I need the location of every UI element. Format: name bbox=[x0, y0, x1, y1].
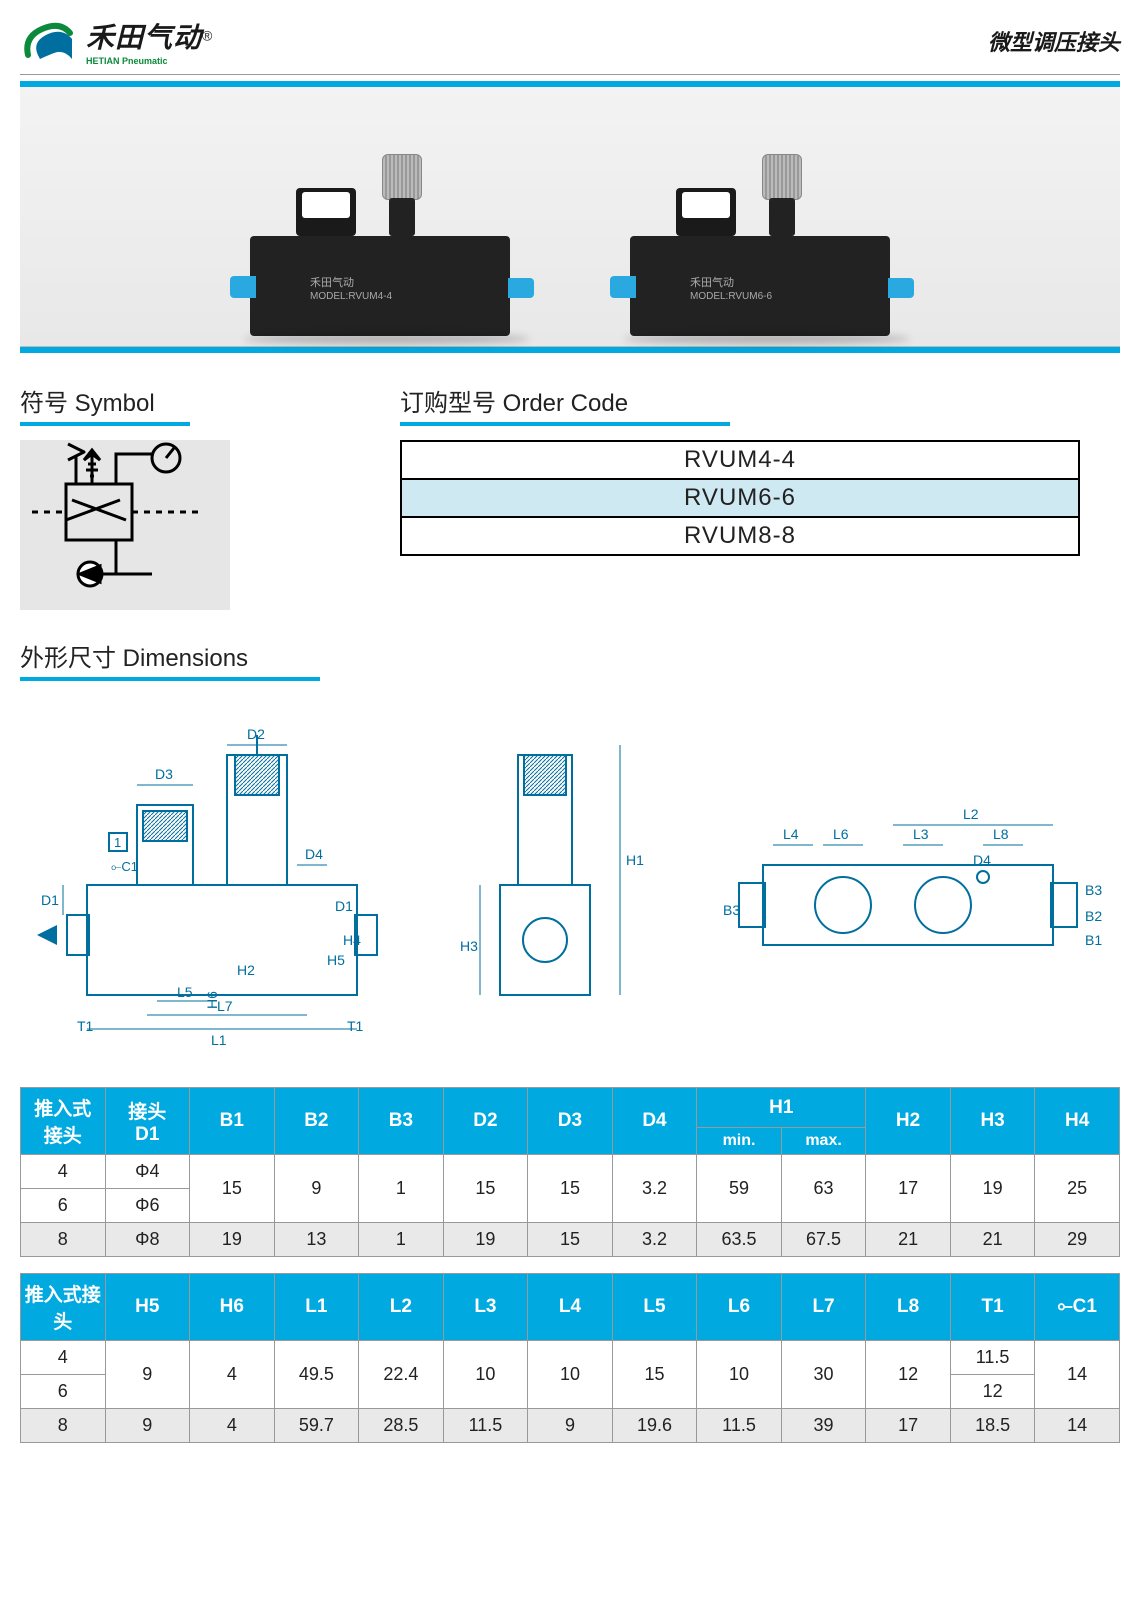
product-photo-a: 禾田气动 MODEL:RVUM4-4 bbox=[230, 146, 530, 346]
svg-text:1: 1 bbox=[114, 835, 121, 850]
svg-text:D4: D4 bbox=[305, 846, 323, 862]
col-header: 推入式接头 bbox=[21, 1088, 106, 1155]
svg-text:H3: H3 bbox=[460, 938, 478, 954]
order-code-row: RVUM8-8 bbox=[401, 517, 1079, 555]
col-header: H6 bbox=[190, 1274, 275, 1341]
col-header: D4 bbox=[612, 1088, 697, 1155]
svg-text:D2: D2 bbox=[247, 726, 265, 742]
col-header: 推入式接头 bbox=[21, 1274, 106, 1341]
svg-text:B2: B2 bbox=[1085, 908, 1102, 924]
brand-name-en: HETIAN Pneumatic bbox=[86, 56, 212, 66]
svg-text:L2: L2 bbox=[963, 806, 979, 822]
svg-text:H6: H6 bbox=[204, 991, 220, 1009]
col-subheader: max. bbox=[781, 1128, 866, 1155]
dimension-top-view: L2 L4 L6 L3 L8 D4 B3 B3 B2 B1 bbox=[693, 765, 1113, 1005]
col-header: H5 bbox=[105, 1274, 190, 1341]
svg-text:L6: L6 bbox=[833, 826, 849, 842]
svg-text:H2: H2 bbox=[237, 962, 255, 978]
svg-text:L5: L5 bbox=[177, 984, 193, 1000]
col-header: L5 bbox=[612, 1274, 697, 1341]
product-brand-label: 禾田气动 bbox=[690, 276, 772, 290]
dimension-drawings: D3 D2 D4 D1 L1 L7 L5 T1 T1 H2 H6 H5 H4 D… bbox=[20, 695, 1120, 1075]
svg-text:L1: L1 bbox=[211, 1032, 227, 1048]
svg-text:D1: D1 bbox=[335, 898, 353, 914]
section-title-dimensions: 外形尺寸 Dimensions bbox=[20, 638, 1120, 673]
col-header: 接头D1 bbox=[105, 1088, 190, 1155]
svg-text:L4: L4 bbox=[783, 826, 799, 842]
svg-text:L3: L3 bbox=[913, 826, 929, 842]
order-code-row: RVUM4-4 bbox=[401, 441, 1079, 479]
logo-icon bbox=[20, 19, 76, 63]
col-header: ⟜C1 bbox=[1035, 1274, 1120, 1341]
section-title-symbol: 符号 Symbol bbox=[20, 383, 350, 418]
col-header: H2 bbox=[866, 1088, 951, 1155]
logo-block: 禾田气动® HETIAN Pneumatic bbox=[20, 16, 212, 66]
svg-text:T1: T1 bbox=[347, 1018, 364, 1034]
product-model-b: MODEL:RVUM6-6 bbox=[690, 290, 772, 303]
svg-text:L8: L8 bbox=[993, 826, 1009, 842]
col-subheader: min. bbox=[697, 1128, 782, 1155]
col-header: H4 bbox=[1035, 1088, 1120, 1155]
svg-text:D4: D4 bbox=[973, 852, 991, 868]
product-model-a: MODEL:RVUM4-4 bbox=[310, 290, 392, 303]
svg-text:B3: B3 bbox=[723, 902, 740, 918]
svg-text:T1: T1 bbox=[77, 1018, 94, 1034]
col-header: L8 bbox=[866, 1274, 951, 1341]
dimension-front-view: D3 D2 D4 D1 L1 L7 L5 T1 T1 H2 H6 H5 H4 D… bbox=[27, 715, 407, 1055]
svg-text:⟜C1: ⟜C1 bbox=[111, 859, 138, 874]
svg-text:B3: B3 bbox=[1085, 882, 1102, 898]
col-header: L7 bbox=[781, 1274, 866, 1341]
brand-name-cn: 禾田气动 bbox=[86, 22, 202, 53]
col-header: D2 bbox=[443, 1088, 528, 1155]
table-row: 4 9 4 49.5 22.4 10 10 15 10 30 12 11.5 1… bbox=[21, 1341, 1120, 1375]
svg-text:D3: D3 bbox=[155, 766, 173, 782]
page-title: 微型调压接头 bbox=[988, 25, 1120, 57]
product-photo-band: 禾田气动 MODEL:RVUM4-4 禾田气动 MODEL:RVUM6-6 bbox=[20, 81, 1120, 353]
col-header: B3 bbox=[359, 1088, 444, 1155]
col-header: L2 bbox=[359, 1274, 444, 1341]
product-brand-label: 禾田气动 bbox=[310, 276, 392, 290]
svg-text:H1: H1 bbox=[626, 852, 644, 868]
col-header: L3 bbox=[443, 1274, 528, 1341]
order-code-table: RVUM4-4 RVUM6-6 RVUM8-8 bbox=[400, 440, 1080, 556]
col-header: L4 bbox=[528, 1274, 613, 1341]
col-header: T1 bbox=[950, 1274, 1035, 1341]
page-header: 禾田气动® HETIAN Pneumatic 微型调压接头 bbox=[20, 16, 1120, 75]
svg-text:H4: H4 bbox=[343, 932, 361, 948]
table-row: 8 9 4 59.7 28.5 11.5 9 19.6 11.5 39 17 1… bbox=[21, 1409, 1120, 1443]
col-header: D3 bbox=[528, 1088, 613, 1155]
section-title-order-code: 订购型号 Order Code bbox=[400, 383, 1120, 418]
svg-text:B1: B1 bbox=[1085, 932, 1102, 948]
dimensions-table-2: 推入式接头 H5 H6 L1 L2 L3 L4 L5 L6 L7 L8 T1 ⟜… bbox=[20, 1273, 1120, 1443]
svg-text:H5: H5 bbox=[327, 952, 345, 968]
table-row: 4 Φ4 15 9 1 15 15 3.2 59 63 17 19 25 bbox=[21, 1155, 1120, 1189]
table-row: 8 Φ8 19 13 1 19 15 3.2 63.5 67.5 21 21 2… bbox=[21, 1223, 1120, 1257]
col-header: B2 bbox=[274, 1088, 359, 1155]
dimensions-table-1: 推入式接头 接头D1 B1 B2 B3 D2 D3 D4 H1 H2 H3 H4… bbox=[20, 1087, 1120, 1257]
col-header: B1 bbox=[190, 1088, 275, 1155]
col-header: H1 bbox=[697, 1088, 866, 1128]
col-header: L1 bbox=[274, 1274, 359, 1341]
col-header: H3 bbox=[950, 1088, 1035, 1155]
col-header: L6 bbox=[697, 1274, 782, 1341]
dimension-side-view: H1 H3 bbox=[450, 715, 650, 1055]
pneumatic-symbol-diagram bbox=[20, 440, 230, 610]
order-code-row: RVUM6-6 bbox=[401, 479, 1079, 517]
registered-icon: ® bbox=[202, 28, 212, 44]
svg-text:D1: D1 bbox=[41, 892, 59, 908]
product-photo-b: 禾田气动 MODEL:RVUM6-6 bbox=[610, 146, 910, 346]
